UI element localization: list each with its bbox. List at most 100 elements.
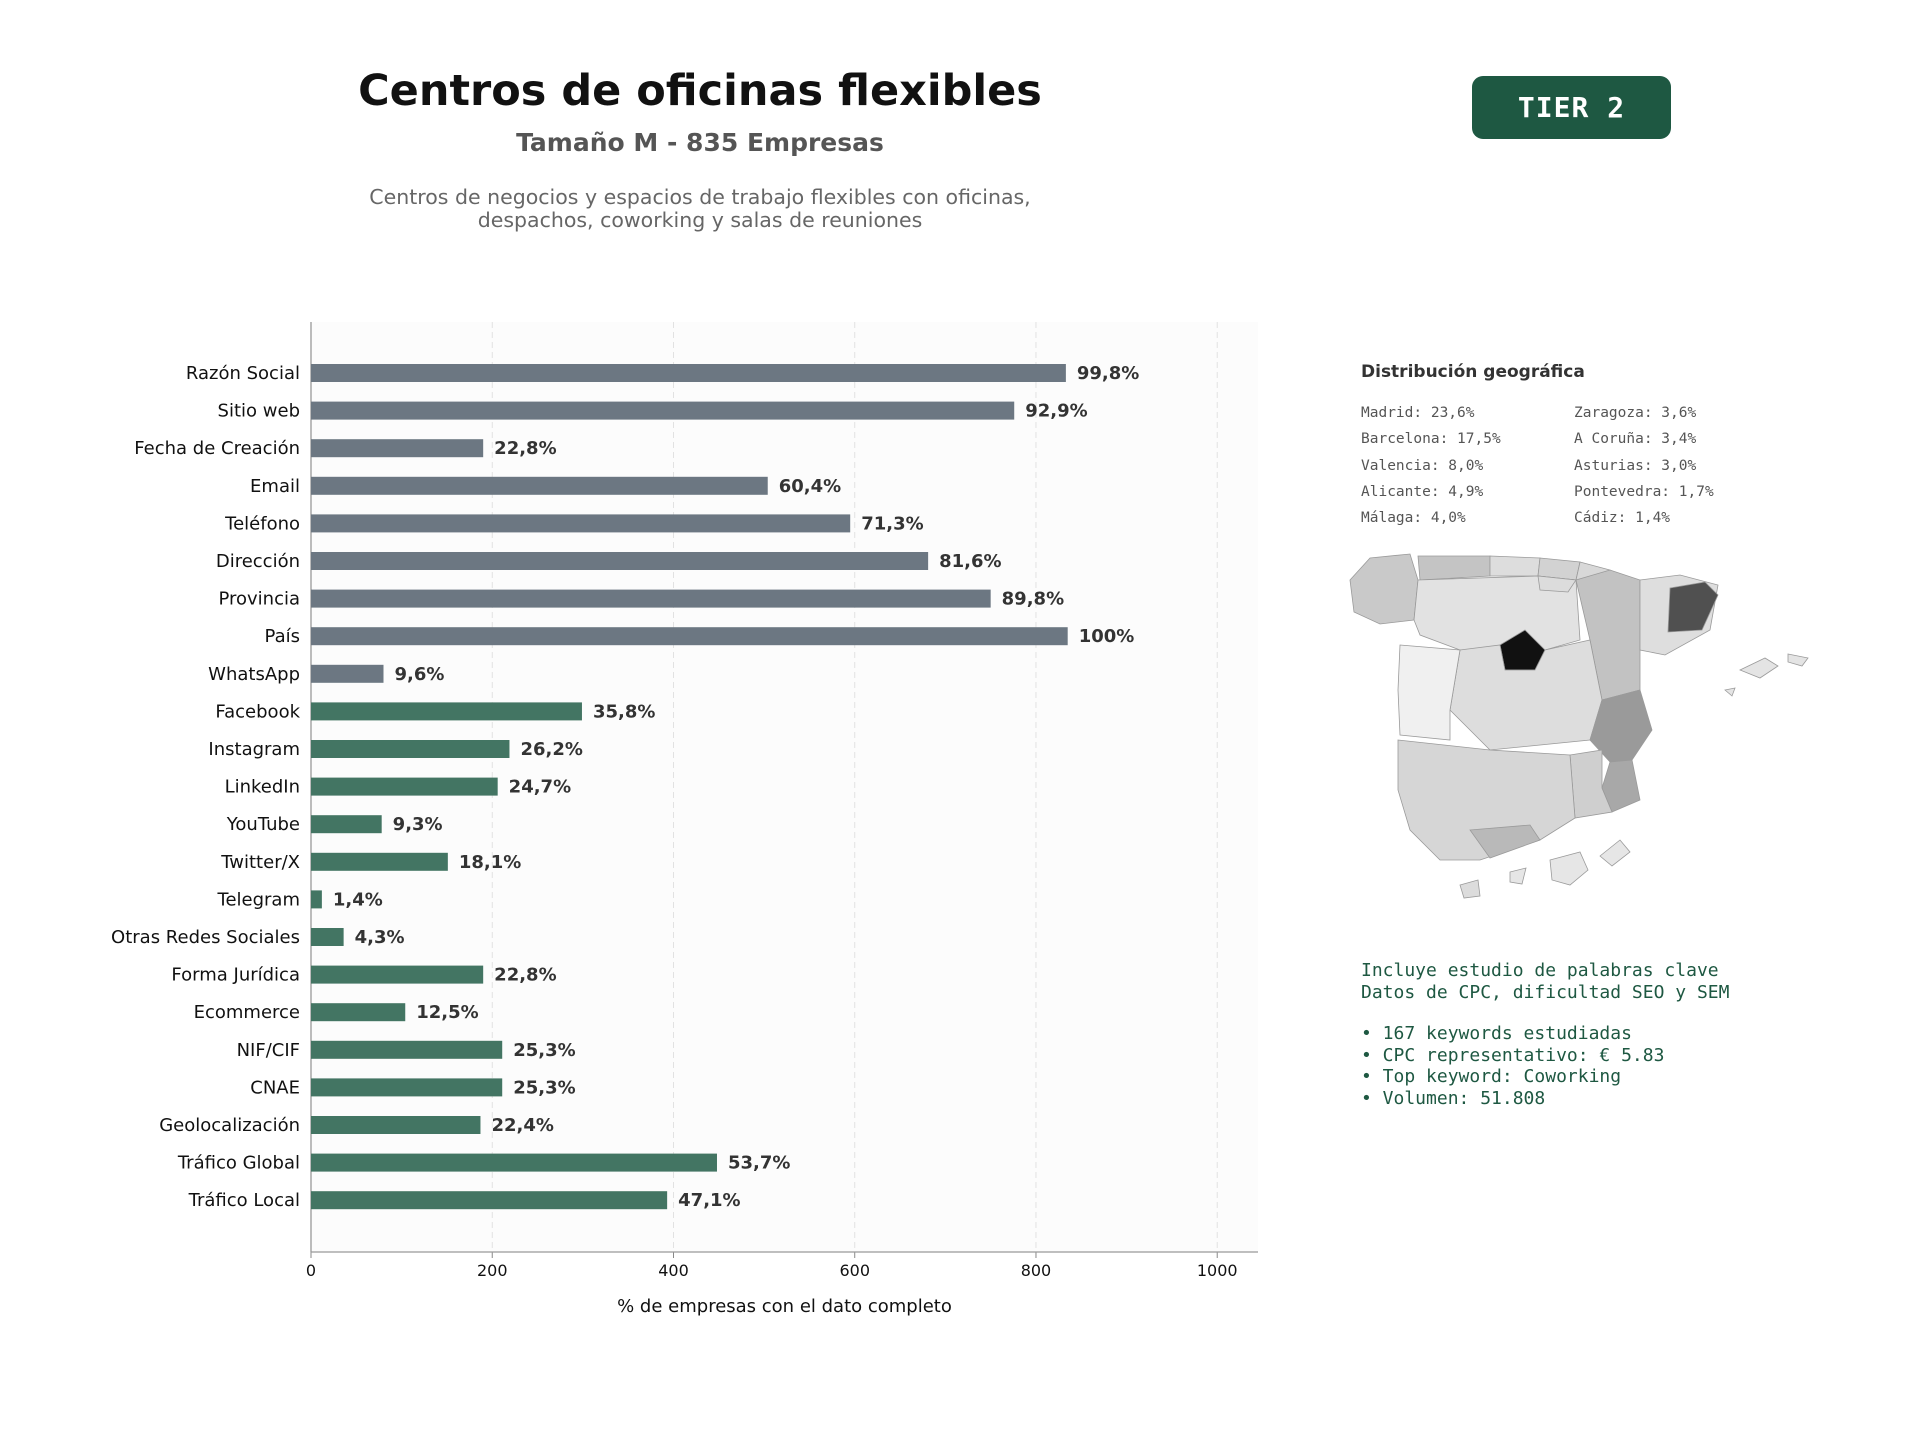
bar xyxy=(311,777,498,796)
bar xyxy=(311,439,484,458)
map-region-alicante xyxy=(1601,759,1641,813)
keyword-bullets: • 167 keywords estudiadas • CPC represen… xyxy=(1361,1023,1729,1109)
geo-distribution-title: Distribución geográfica xyxy=(1361,362,1585,382)
keyword-line-1: Incluye estudio de palabras clave xyxy=(1361,960,1719,981)
keyword-bullet: • CPC representativo: € 5.83 xyxy=(1361,1044,1665,1066)
map-region-cantabria xyxy=(1489,555,1541,577)
map-region-la-rioja xyxy=(1537,575,1577,593)
keyword-line-2: Datos de CPC, dificultad SEO y SEM xyxy=(1361,981,1730,1003)
map-region-balearic-2 xyxy=(1787,653,1809,667)
x-tick-label: 0 xyxy=(306,1261,316,1280)
data-label: 99,8% xyxy=(1077,363,1139,384)
category-label: Otras Redes Sociales xyxy=(111,927,300,948)
data-label: 1,4% xyxy=(333,889,383,910)
keyword-bullet: • Top keyword: Coworking xyxy=(1361,1066,1622,1087)
category-label: Twitter/X xyxy=(220,852,300,873)
map-region-canary-3 xyxy=(1459,879,1481,899)
bar xyxy=(311,514,851,533)
description-line-1: Centros de negocios y espacios de trabaj… xyxy=(369,185,1031,209)
category-label: Email xyxy=(250,476,300,497)
data-label: 9,6% xyxy=(394,664,444,685)
keyword-study-box: Incluye estudio de palabras clave Datos … xyxy=(1361,960,1729,1109)
bar xyxy=(311,1040,503,1059)
geo-entry: Alicante: 4,9% xyxy=(1361,483,1484,500)
bar xyxy=(311,401,1015,420)
bar xyxy=(311,664,384,683)
bar xyxy=(311,702,582,721)
data-label: 25,3% xyxy=(513,1040,575,1061)
category-label: Dirección xyxy=(216,551,300,572)
data-label: 60,4% xyxy=(779,476,841,497)
page-description: Centros de negocios y espacios de trabaj… xyxy=(300,186,1100,232)
category-label: Provincia xyxy=(218,589,300,610)
bar xyxy=(311,1191,668,1210)
map-region-galicia xyxy=(1349,553,1419,625)
category-label: NIF/CIF xyxy=(237,1040,300,1061)
data-label: 89,8% xyxy=(1002,589,1064,610)
data-label: 12,5% xyxy=(416,1002,478,1023)
data-label: 100% xyxy=(1079,626,1135,647)
data-label: 24,7% xyxy=(509,777,571,798)
map-region-canary-4 xyxy=(1599,839,1631,867)
geo-entry: A Coruña: 3,4% xyxy=(1574,431,1697,448)
data-label: 22,8% xyxy=(494,438,556,459)
map-region-extremadura xyxy=(1397,644,1461,741)
category-label: LinkedIn xyxy=(225,777,300,798)
x-tick-label: 200 xyxy=(477,1261,508,1280)
bar xyxy=(311,1003,406,1022)
map-region-asturias xyxy=(1417,555,1491,581)
data-label: 22,4% xyxy=(491,1115,553,1136)
category-label: Geolocalización xyxy=(159,1115,300,1136)
completeness-bar-chart: 0 200 400 600 800 1000 Razón Social 99,8% Sitio … xyxy=(111,322,1258,1317)
geo-list-right: Zaragoza: 3,6% A Coruña: 3,4% Asturias: … xyxy=(1574,400,1714,531)
geo-entry: Valencia: 8,0% xyxy=(1361,457,1484,474)
bar xyxy=(311,815,382,834)
geo-entry: Zaragoza: 3,6% xyxy=(1574,405,1697,421)
category-label: País xyxy=(265,626,300,647)
geo-entry: Cádiz: 1,4% xyxy=(1574,510,1671,527)
spain-choropleth-map xyxy=(1349,553,1809,899)
category-label: Teléfono xyxy=(224,513,300,534)
bar xyxy=(311,1153,717,1172)
category-label: YouTube xyxy=(226,814,300,835)
x-axis-title: % de empresas con el dato completo xyxy=(617,1296,952,1317)
map-region-balearic-3 xyxy=(1724,687,1736,697)
map-region-canary-1 xyxy=(1549,851,1589,886)
map-region-barcelona xyxy=(1667,581,1719,633)
category-label: Sitio web xyxy=(218,401,300,422)
bar xyxy=(311,627,1068,646)
description-line-2: despachos, coworking y salas de reunione… xyxy=(477,208,923,232)
category-label: Facebook xyxy=(215,701,300,722)
bar xyxy=(311,852,448,871)
data-label: 26,2% xyxy=(520,739,582,760)
geo-entry: Málaga: 4,0% xyxy=(1361,510,1466,527)
data-label: 92,9% xyxy=(1025,401,1087,422)
category-label: Telegram xyxy=(217,889,300,910)
map-region-castilla-la-mancha xyxy=(1449,639,1603,751)
category-label: Forma Jurídica xyxy=(171,965,300,986)
tier-badge: TIER 2 xyxy=(1472,76,1671,139)
page-subtitle: Tamaño M - 835 Empresas xyxy=(516,128,884,157)
bar xyxy=(311,890,322,909)
bar xyxy=(311,476,768,495)
bar xyxy=(311,552,929,570)
geo-entry: Madrid: 23,6% xyxy=(1361,405,1475,421)
geo-entry: Asturias: 3,0% xyxy=(1574,457,1697,474)
data-label: 9,3% xyxy=(393,814,443,835)
data-label: 25,3% xyxy=(513,1077,575,1098)
data-label: 53,7% xyxy=(728,1153,790,1174)
data-label: 22,8% xyxy=(494,965,556,986)
bar xyxy=(311,928,344,946)
keyword-bullet: • 167 keywords estudiadas xyxy=(1361,1023,1632,1044)
bar xyxy=(311,589,991,608)
x-tick-label: 600 xyxy=(839,1261,870,1280)
data-label: 4,3% xyxy=(355,927,405,948)
x-tick-label: 800 xyxy=(1021,1261,1052,1280)
map-region-canary-2 xyxy=(1509,867,1527,885)
category-label: CNAE xyxy=(250,1077,300,1098)
geo-entry: Pontevedra: 1,7% xyxy=(1574,483,1714,500)
bar xyxy=(311,1078,503,1097)
map-region-balearic-1 xyxy=(1739,657,1779,679)
category-label: Tráfico Global xyxy=(177,1153,300,1174)
bar xyxy=(311,740,510,758)
